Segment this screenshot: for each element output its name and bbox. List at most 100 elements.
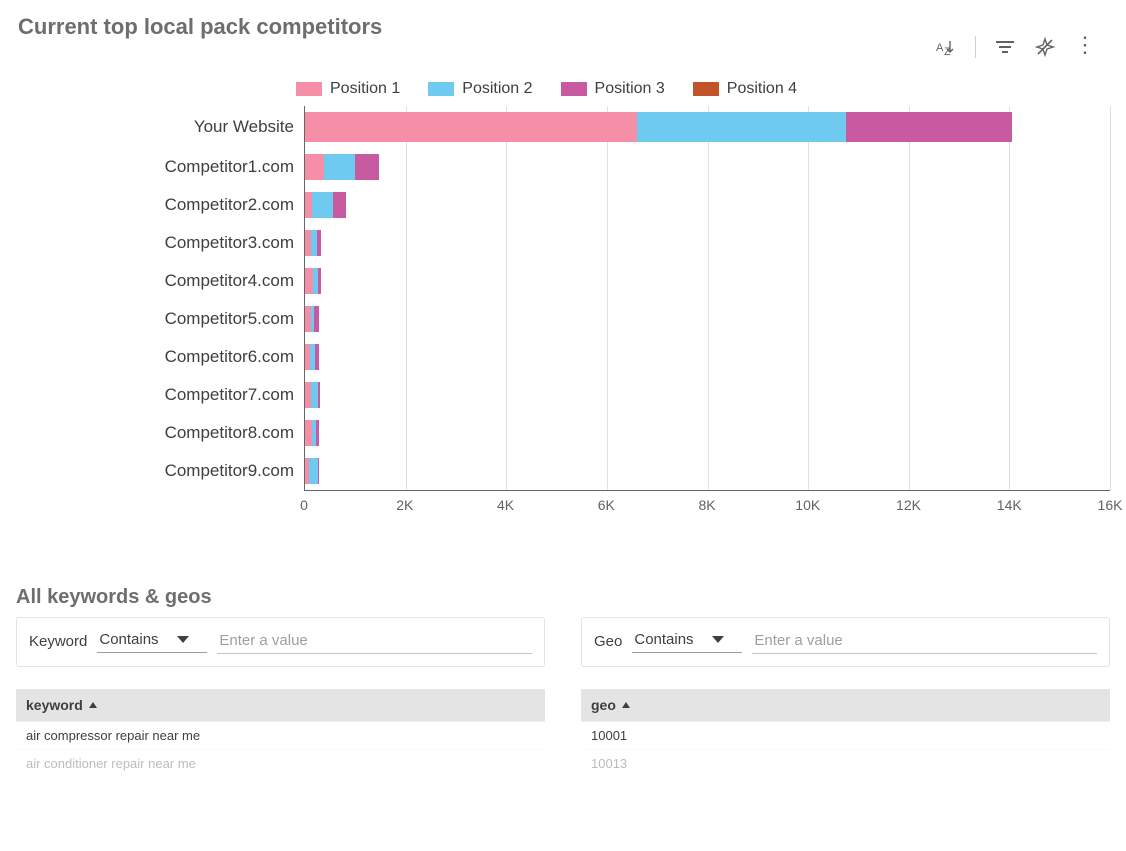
toolbar-separator bbox=[975, 36, 976, 58]
chevron-down-icon bbox=[177, 636, 189, 643]
bar-segment-pos2[interactable] bbox=[309, 458, 318, 484]
bar-segment-pos1[interactable] bbox=[305, 112, 637, 142]
stacked-bar-chart: Your WebsiteCompetitor1.comCompetitor2.c… bbox=[16, 106, 1110, 518]
bar-row bbox=[305, 224, 1110, 262]
bar-segment-pos3[interactable] bbox=[314, 306, 319, 332]
bar-stack[interactable] bbox=[305, 112, 1110, 142]
geo-filter-card: Geo Contains bbox=[581, 617, 1110, 667]
x-axis-tick: 8K bbox=[698, 497, 715, 513]
geo-table-header[interactable]: geo bbox=[581, 689, 1110, 721]
bar-stack[interactable] bbox=[305, 382, 1110, 408]
svg-text:A: A bbox=[936, 42, 944, 54]
bar-row bbox=[305, 414, 1110, 452]
table-row[interactable]: air compressor repair near me bbox=[16, 721, 545, 749]
y-axis-label: Competitor5.com bbox=[16, 300, 294, 338]
x-axis-tick: 6K bbox=[598, 497, 615, 513]
x-axis-tick: 10K bbox=[795, 497, 820, 513]
legend-label: Position 2 bbox=[462, 80, 532, 98]
table-row[interactable]: 10001 bbox=[581, 721, 1110, 749]
x-axis-tick: 2K bbox=[396, 497, 413, 513]
bar-segment-pos3[interactable] bbox=[318, 382, 321, 408]
sort-asc-icon bbox=[622, 702, 630, 708]
bar-row bbox=[305, 300, 1110, 338]
keyword-table-header[interactable]: keyword bbox=[16, 689, 545, 721]
x-axis-tick: 14K bbox=[997, 497, 1022, 513]
keywords-section-title: All keywords & geos bbox=[16, 586, 1110, 609]
bar-stack[interactable] bbox=[305, 458, 1110, 484]
table-row[interactable]: air conditioner repair near me bbox=[16, 749, 545, 777]
keyword-filter-card: Keyword Contains bbox=[16, 617, 545, 667]
legend-label: Position 3 bbox=[595, 80, 665, 98]
y-axis-label: Competitor9.com bbox=[16, 452, 294, 490]
bar-row bbox=[305, 148, 1110, 186]
bar-stack[interactable] bbox=[305, 344, 1110, 370]
y-axis-label: Competitor2.com bbox=[16, 186, 294, 224]
chart-legend: Position 1 Position 2 Position 3 Position 4 bbox=[296, 80, 1110, 98]
legend-swatch bbox=[296, 82, 322, 96]
bar-segment-pos3[interactable] bbox=[333, 192, 346, 218]
sort-asc-icon bbox=[89, 702, 97, 708]
legend-item[interactable]: Position 3 bbox=[561, 80, 665, 98]
x-axis-tick: 12K bbox=[896, 497, 921, 513]
bar-segment-pos3[interactable] bbox=[318, 268, 321, 294]
bar-stack[interactable] bbox=[305, 420, 1110, 446]
y-axis-label: Competitor4.com bbox=[16, 262, 294, 300]
x-axis-tick: 4K bbox=[497, 497, 514, 513]
bar-stack[interactable] bbox=[305, 306, 1110, 332]
legend-item[interactable]: Position 4 bbox=[693, 80, 797, 98]
y-axis-label: Competitor8.com bbox=[16, 414, 294, 452]
legend-item[interactable]: Position 2 bbox=[428, 80, 532, 98]
bar-stack[interactable] bbox=[305, 154, 1110, 180]
bar-row bbox=[305, 452, 1110, 490]
effects-off-icon[interactable] bbox=[1034, 36, 1056, 58]
legend-swatch bbox=[693, 82, 719, 96]
bar-segment-pos3[interactable] bbox=[315, 344, 319, 370]
bar-stack[interactable] bbox=[305, 268, 1110, 294]
bar-segment-pos2[interactable] bbox=[312, 192, 333, 218]
legend-swatch bbox=[428, 82, 454, 96]
keyword-table: keyword air compressor repair near me ai… bbox=[16, 689, 545, 777]
geo-filter-label: Geo bbox=[594, 633, 622, 650]
bar-row bbox=[305, 186, 1110, 224]
bar-segment-pos3[interactable] bbox=[316, 420, 320, 446]
x-axis-tick: 0 bbox=[300, 497, 308, 513]
keyword-operator-value: Contains bbox=[99, 631, 158, 648]
y-axis-label: Competitor1.com bbox=[16, 148, 294, 186]
bar-segment-pos3[interactable] bbox=[317, 230, 322, 256]
bar-row bbox=[305, 262, 1110, 300]
y-axis-label: Your Website bbox=[16, 106, 294, 148]
bar-segment-pos1[interactable] bbox=[305, 268, 313, 294]
table-row[interactable]: 10013 bbox=[581, 749, 1110, 777]
geo-operator-dropdown[interactable]: Contains bbox=[632, 629, 742, 653]
geo-value-input[interactable] bbox=[752, 628, 1097, 654]
y-axis-label: Competitor6.com bbox=[16, 338, 294, 376]
y-axis-label: Competitor7.com bbox=[16, 376, 294, 414]
keyword-header-label: keyword bbox=[26, 697, 83, 713]
bar-row bbox=[305, 338, 1110, 376]
chart-toolbar: A Z ⋮ bbox=[935, 8, 1110, 58]
y-axis-label: Competitor3.com bbox=[16, 224, 294, 262]
legend-item[interactable]: Position 1 bbox=[296, 80, 400, 98]
bar-segment-pos3[interactable] bbox=[355, 154, 379, 180]
x-axis-tick: 16K bbox=[1098, 497, 1123, 513]
bar-stack[interactable] bbox=[305, 230, 1110, 256]
gridline bbox=[1110, 106, 1111, 490]
more-menu-icon[interactable]: ⋮ bbox=[1074, 36, 1096, 58]
legend-label: Position 1 bbox=[330, 80, 400, 98]
bar-segment-pos3[interactable] bbox=[846, 112, 1012, 142]
chevron-down-icon bbox=[712, 636, 724, 643]
bar-stack[interactable] bbox=[305, 192, 1110, 218]
geo-header-label: geo bbox=[591, 697, 616, 713]
bar-segment-pos2[interactable] bbox=[324, 154, 355, 180]
sort-az-icon[interactable]: A Z bbox=[935, 36, 957, 58]
keyword-filter-label: Keyword bbox=[29, 633, 87, 650]
bar-segment-pos1[interactable] bbox=[305, 154, 324, 180]
geo-operator-value: Contains bbox=[634, 631, 693, 648]
bar-segment-pos1[interactable] bbox=[305, 420, 312, 446]
legend-label: Position 4 bbox=[727, 80, 797, 98]
keyword-value-input[interactable] bbox=[217, 628, 532, 654]
bar-segment-pos3[interactable] bbox=[318, 458, 320, 484]
filter-icon[interactable] bbox=[994, 36, 1016, 58]
bar-segment-pos2[interactable] bbox=[637, 112, 846, 142]
keyword-operator-dropdown[interactable]: Contains bbox=[97, 629, 207, 653]
